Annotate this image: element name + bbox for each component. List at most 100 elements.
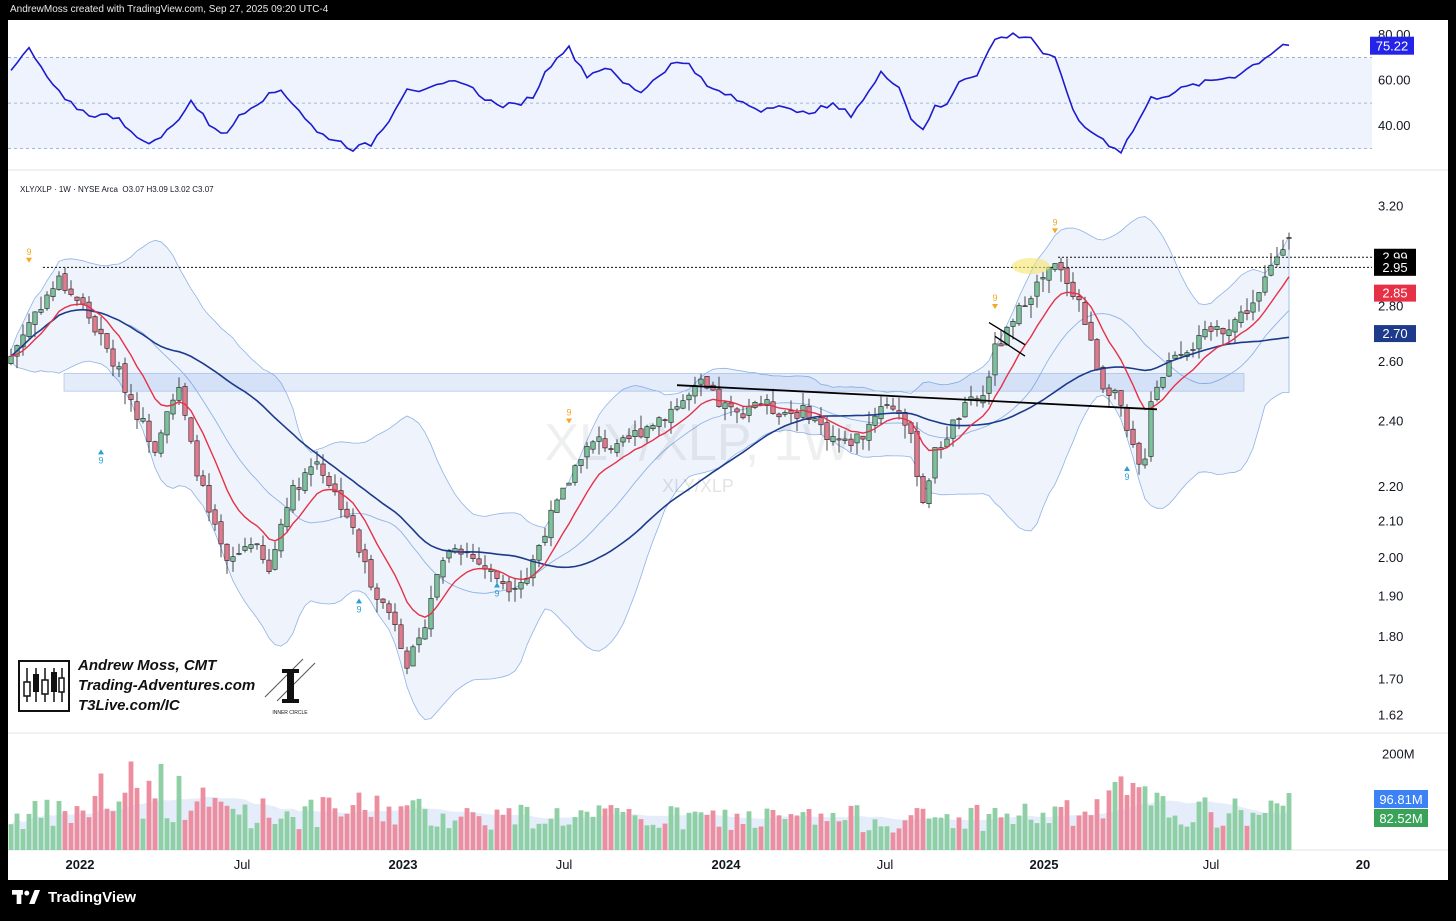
volume-bar (1262, 813, 1268, 850)
volume-bar (788, 814, 794, 850)
candle-body (212, 509, 218, 525)
candle-body (1130, 428, 1136, 445)
candle-body (1100, 366, 1106, 390)
candle-body (416, 637, 422, 646)
volume-bar (434, 826, 440, 850)
candle-body (1160, 376, 1166, 388)
volume-bar (1082, 811, 1088, 850)
candle-body (1148, 401, 1154, 457)
volume-bar (1190, 822, 1196, 850)
candle-body (440, 560, 446, 578)
credit-text: AndrewMoss created with TradingView.com,… (10, 4, 329, 15)
candle-body (920, 476, 926, 503)
chart-panel: 80.00 60.00 40.00 75.22 XLY/XLP, 1W XLY/XLP 9 9… (8, 20, 1448, 880)
price-tick-label: 2.20 (1378, 479, 1403, 494)
volume-bar (1004, 813, 1010, 850)
volume-bar (554, 808, 560, 850)
volume-bar (344, 813, 350, 850)
volume-bar (206, 806, 212, 850)
volume-bar (86, 817, 92, 850)
volume-bar (1208, 812, 1214, 850)
candle-body (632, 430, 638, 437)
candle-body (446, 549, 452, 559)
volume-bar (560, 825, 566, 850)
candle-body (1136, 442, 1142, 465)
footer-brand-text: TradingView (48, 888, 137, 906)
volume-bar (170, 822, 176, 850)
rsi-tick-label: 40.00 (1378, 118, 1411, 133)
volume-bar (1202, 797, 1208, 850)
candle-body (932, 447, 938, 479)
volume-bar (578, 810, 584, 850)
volume-bar (296, 829, 302, 850)
volume-bar (602, 808, 608, 850)
volume-bar (68, 823, 74, 850)
volume-bar (836, 821, 842, 850)
candle-body (134, 401, 140, 420)
time-tick-label: Jul (556, 857, 573, 872)
candle-body (1274, 256, 1280, 265)
candle-body (1214, 326, 1220, 330)
volume-bar (536, 823, 542, 850)
candle-body (914, 430, 920, 477)
candle-body (62, 273, 68, 291)
volume-bar (392, 824, 398, 850)
candle-body (530, 559, 536, 579)
volume-bar (614, 808, 620, 850)
volume-bar (626, 809, 632, 850)
candle-body (734, 408, 740, 413)
td-count-label: 9 (98, 455, 103, 465)
tradingview-logo-icon (12, 890, 40, 904)
volume-bar (140, 818, 146, 850)
volume-bar (566, 824, 572, 850)
volume-bar (302, 806, 308, 850)
candle-body (1190, 349, 1196, 351)
price-tick-label: 1.90 (1378, 588, 1403, 603)
volume-bar (1058, 807, 1064, 850)
candle-body (722, 402, 728, 409)
candle-body (890, 405, 896, 410)
price-tick-label: 2.10 (1378, 514, 1403, 529)
volume-bar (8, 824, 14, 850)
candle-body (356, 529, 362, 553)
volume-bar (1028, 819, 1034, 850)
candle-body (20, 334, 26, 348)
volume-bar (404, 805, 410, 850)
time-tick-label: Jul (234, 857, 251, 872)
volume-bar (1094, 799, 1100, 850)
candle-body (614, 443, 620, 453)
candle-body (674, 406, 680, 410)
candle-body (794, 411, 800, 419)
volume-bar (1232, 798, 1238, 850)
td-marker-triangle (566, 418, 572, 424)
volume-bar (866, 830, 872, 850)
candle-body (362, 549, 368, 563)
volume-bar (44, 799, 50, 850)
candle-body (290, 485, 296, 511)
volume-bar (512, 824, 518, 850)
watermark-symbol: XLY/XLP, 1W (544, 414, 851, 472)
candle-body (242, 546, 248, 551)
volume-bar (728, 829, 734, 850)
candle-body (140, 417, 146, 422)
volume-bar (116, 801, 122, 850)
volume-bar (1238, 810, 1244, 850)
time-tick-label: 2023 (389, 857, 418, 872)
volume-bar (290, 817, 296, 850)
volume-bar (200, 787, 206, 850)
candle-body (374, 587, 380, 600)
rsi-line (10, 32, 1290, 155)
volume-bar (956, 817, 962, 850)
volume-bar (1226, 813, 1232, 850)
candle-body (1250, 302, 1256, 313)
volume-bar (968, 807, 974, 850)
candle-body (656, 417, 662, 427)
price-tick-label: 1.62 (1378, 708, 1403, 723)
volume-bar (476, 816, 482, 850)
volume-bar (884, 826, 890, 850)
td-marker-triangle (98, 449, 104, 455)
candle-body (128, 394, 134, 400)
volume-bar (416, 798, 422, 850)
